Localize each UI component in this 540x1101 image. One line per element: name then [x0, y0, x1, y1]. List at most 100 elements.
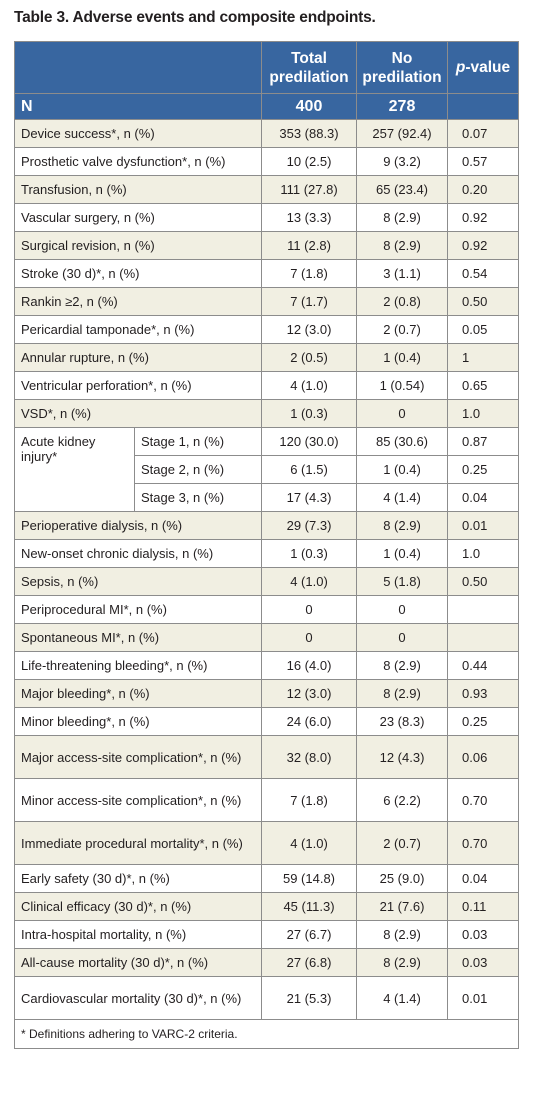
- p-value: 0.50: [447, 287, 519, 316]
- aki-stage-label: Stage 2, n (%): [134, 455, 262, 484]
- row-label: Device success*, n (%): [14, 119, 262, 148]
- total-predilation-value: 7 (1.7): [261, 287, 357, 316]
- p-value: 1.0: [447, 399, 519, 428]
- total-predilation-value: 12 (3.0): [261, 315, 357, 344]
- total-predilation-value: 21 (5.3): [261, 976, 357, 1020]
- table-row: Annular rupture, n (%) 2 (0.5) 1 (0.4) 1: [14, 343, 519, 372]
- no-predilation-value: 8 (2.9): [356, 920, 448, 949]
- table-row: New-onset chronic dialysis, n (%) 1 (0.3)…: [14, 539, 519, 568]
- row-label: Periprocedural MI*, n (%): [14, 595, 262, 624]
- p-value: 0.54: [447, 259, 519, 288]
- row-label: Stroke (30 d)*, n (%): [14, 259, 262, 288]
- no-predilation-value: 9 (3.2): [356, 147, 448, 176]
- total-predilation-value: 1 (0.3): [261, 399, 357, 428]
- row-label: Intra-hospital mortality, n (%): [14, 920, 262, 949]
- p-value: 0.92: [447, 203, 519, 232]
- row-label: Minor access-site complication*, n (%): [14, 778, 262, 822]
- p-value: 0.20: [447, 175, 519, 204]
- n-label: N: [14, 93, 262, 120]
- no-predilation-value: 257 (92.4): [356, 119, 448, 148]
- n-total: 400: [261, 93, 357, 120]
- no-predilation-value: 6 (2.2): [356, 778, 448, 822]
- p-value: 0.50: [447, 567, 519, 596]
- p-value: 0.92: [447, 231, 519, 260]
- table-row: VSD*, n (%) 1 (0.3) 0 1.0: [14, 399, 519, 428]
- no-predilation-value: 85 (30.6): [356, 427, 448, 456]
- no-predilation-value: 0: [356, 623, 448, 652]
- no-predilation-value: 8 (2.9): [356, 948, 448, 977]
- table-title: Table 3. Adverse events and composite en…: [14, 9, 376, 26]
- row-label: All-cause mortality (30 d)*, n (%): [14, 948, 262, 977]
- table-row: Stage 3, n (%) 17 (4.3) 4 (1.4) 0.04: [15, 483, 519, 512]
- table-row: All-cause mortality (30 d)*, n (%) 27 (6.…: [14, 948, 519, 977]
- p-value: 0.70: [447, 778, 519, 822]
- header-row: Total predilation No predilation p-value: [14, 41, 519, 94]
- p-value: [447, 623, 519, 652]
- p-value: 1.0: [447, 539, 519, 568]
- table-row: Early safety (30 d)*, n (%) 59 (14.8) 25 (…: [14, 864, 519, 893]
- total-predilation-value: 16 (4.0): [261, 651, 357, 680]
- total-predilation-value: 11 (2.8): [261, 231, 357, 260]
- aki-label: Acute kidney injury*: [14, 427, 135, 512]
- no-predilation-value: 12 (4.3): [356, 735, 448, 779]
- p-value: 0.25: [447, 707, 519, 736]
- row-label: Immediate procedural mortality*, n (%): [14, 821, 262, 865]
- n-row: N 400 278: [14, 93, 519, 120]
- table-row: Prosthetic valve dysfunction*, n (%) 10 (…: [14, 147, 519, 176]
- row-label: Surgical revision, n (%): [14, 231, 262, 260]
- row-label: VSD*, n (%): [14, 399, 262, 428]
- no-predilation-value: 0: [356, 399, 448, 428]
- p-value: 0.03: [447, 948, 519, 977]
- table-row: Sepsis, n (%) 4 (1.0) 5 (1.8) 0.50: [14, 567, 519, 596]
- row-label: Major access-site complication*, n (%): [14, 735, 262, 779]
- table-row: Life-threatening bleeding*, n (%) 16 (4.0…: [14, 651, 519, 680]
- p-value: 0.11: [447, 892, 519, 921]
- n-no: 278: [356, 93, 448, 120]
- row-label: Major bleeding*, n (%): [14, 679, 262, 708]
- table-row: Perioperative dialysis, n (%) 29 (7.3) 8 (…: [14, 511, 519, 540]
- no-predilation-value: 4 (1.4): [356, 976, 448, 1020]
- table-row: Acute kidney injury* Stage 1, n (%) 120 (3…: [14, 427, 519, 512]
- table-row: Intra-hospital mortality, n (%) 27 (6.7) 8…: [14, 920, 519, 949]
- no-predilation-value: 1 (0.4): [356, 343, 448, 372]
- p-value: 0.87: [447, 427, 519, 456]
- p-value: [447, 595, 519, 624]
- table-row: Ventricular perforation*, n (%) 4 (1.0) 1 …: [14, 371, 519, 400]
- total-predilation-value: 32 (8.0): [261, 735, 357, 779]
- row-label: Ventricular perforation*, n (%): [14, 371, 262, 400]
- p-value: 1: [447, 343, 519, 372]
- p-value: 0.07: [447, 119, 519, 148]
- total-predilation-value: 13 (3.3): [261, 203, 357, 232]
- no-predilation-value: 8 (2.9): [356, 651, 448, 680]
- total-predilation-value: 45 (11.3): [261, 892, 357, 921]
- col-header-total-predilation: Total predilation: [261, 41, 357, 94]
- total-predilation-value: 0: [261, 595, 357, 624]
- p-value: 0.57: [447, 147, 519, 176]
- table-row: Transfusion, n (%) 111 (27.8) 65 (23.4) 0.2…: [14, 175, 519, 204]
- no-predilation-value: 1 (0.54): [356, 371, 448, 400]
- p-value: 0.04: [447, 864, 519, 893]
- row-label: Life-threatening bleeding*, n (%): [14, 651, 262, 680]
- total-predilation-value: 120 (30.0): [261, 427, 357, 456]
- table-row: Cardiovascular mortality (30 d)*, n (%) 2…: [14, 976, 519, 1020]
- p-value: 0.65: [447, 371, 519, 400]
- table-row: Minor bleeding*, n (%) 24 (6.0) 23 (8.3) 0.…: [14, 707, 519, 736]
- total-predilation-value: 29 (7.3): [261, 511, 357, 540]
- total-predilation-value: 27 (6.8): [261, 948, 357, 977]
- total-predilation-value: 4 (1.0): [261, 821, 357, 865]
- p-value: 0.05: [447, 315, 519, 344]
- table-row: Vascular surgery, n (%) 13 (3.3) 8 (2.9) 0.…: [14, 203, 519, 232]
- no-predilation-value: 65 (23.4): [356, 175, 448, 204]
- total-predilation-value: 1 (0.3): [261, 539, 357, 568]
- no-predilation-value: 2 (0.8): [356, 287, 448, 316]
- table-row: Stage 2, n (%) 6 (1.5) 1 (0.4) 0.25: [15, 455, 519, 484]
- table-row: Periprocedural MI*, n (%) 0 0: [14, 595, 519, 624]
- no-predilation-value: 1 (0.4): [356, 455, 448, 484]
- total-predilation-value: 59 (14.8): [261, 864, 357, 893]
- no-predilation-value: 25 (9.0): [356, 864, 448, 893]
- p-value: 0.01: [447, 511, 519, 540]
- table-row: Major access-site complication*, n (%) 32…: [14, 735, 519, 779]
- table-row: Device success*, n (%) 353 (88.3) 257 (92.…: [14, 119, 519, 148]
- table-row: Major bleeding*, n (%) 12 (3.0) 8 (2.9) 0.9…: [14, 679, 519, 708]
- adverse-events-table: Total predilation No predilation p-value…: [14, 41, 519, 1049]
